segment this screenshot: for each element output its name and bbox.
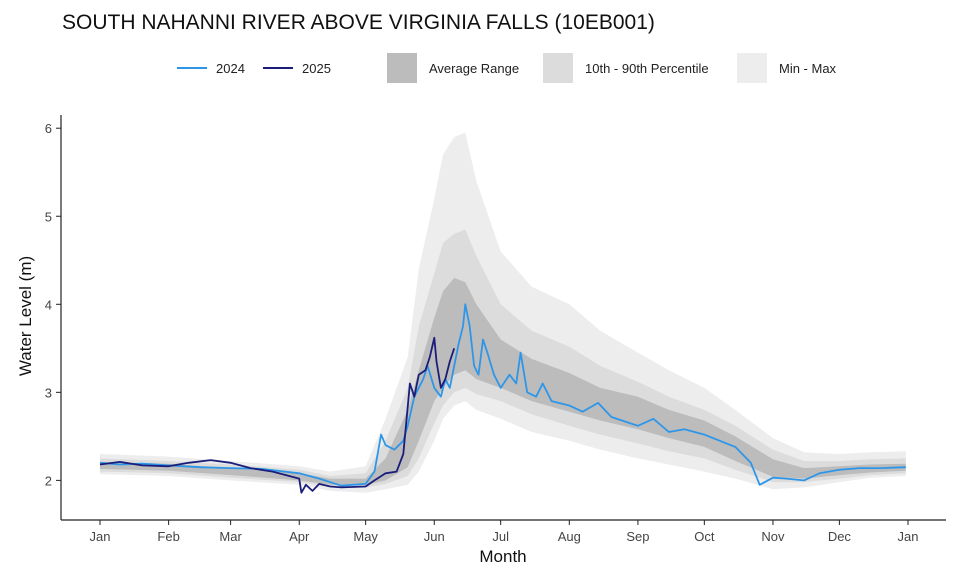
series-lines (99, 303, 906, 494)
y-ticks: 2 3 4 5 6 (45, 121, 61, 488)
bands (100, 132, 906, 493)
x-tick-label: Apr (289, 529, 310, 544)
x-tick-label: Mar (219, 529, 242, 544)
plot-area (99, 132, 906, 494)
y-tick-label: 3 (45, 385, 52, 400)
x-tick-label: Sep (626, 529, 649, 544)
series-line-2024 (99, 303, 906, 487)
series-line-2025 (99, 336, 456, 494)
band-average-range (100, 277, 906, 485)
legend-swatch-average-range (387, 53, 417, 83)
legend-label-2024: 2024 (216, 61, 245, 76)
axes: 2 3 4 5 6 Jan Feb Mar Apr May Jun Jul Aug Sep Oct Nov D… (45, 115, 946, 544)
legend: 2024 2025 Average Range 10th - 90th Perc… (177, 53, 837, 83)
x-tick-label: Jun (424, 529, 445, 544)
x-tick-label: Nov (761, 529, 785, 544)
x-tick-label: May (353, 529, 378, 544)
legend-label-min-max: Min - Max (779, 61, 837, 76)
x-tick-label: Aug (558, 529, 581, 544)
x-tick-label: Jan (90, 529, 111, 544)
y-axis-label: Water Level (m) (16, 256, 35, 376)
x-tick-label: Jan (898, 529, 919, 544)
legend-swatch-percentile (543, 53, 573, 83)
x-axis-label: Month (479, 547, 526, 566)
y-tick-label: 5 (45, 209, 52, 224)
y-tick-label: 2 (45, 473, 52, 488)
chart-title: SOUTH NAHANNI RIVER ABOVE VIRGINIA FALLS… (62, 11, 655, 34)
y-tick-label: 6 (45, 121, 52, 136)
y-tick-label: 4 (45, 297, 52, 312)
x-ticks: Jan Feb Mar Apr May Jun Jul Aug Sep Oct Nov Dec Jan (90, 520, 919, 544)
x-tick-label: Dec (828, 529, 852, 544)
legend-label-2025: 2025 (302, 61, 331, 76)
x-tick-label: Jul (492, 529, 509, 544)
x-tick-label: Feb (157, 529, 179, 544)
x-tick-label: Oct (694, 529, 715, 544)
legend-label-average-range: Average Range (429, 61, 519, 76)
legend-label-percentile: 10th - 90th Percentile (585, 61, 709, 76)
legend-swatch-min-max (737, 53, 767, 83)
